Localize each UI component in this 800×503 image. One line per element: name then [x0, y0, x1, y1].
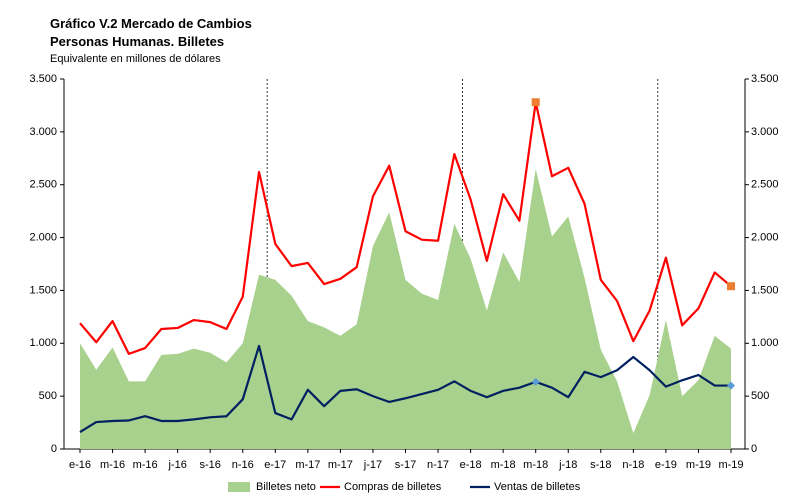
y2-tick-label: 3.500 — [751, 73, 779, 85]
chart-title: Gráfico V.2 Mercado de Cambios — [50, 16, 252, 31]
y-tick-label: 2.500 — [29, 179, 57, 191]
y-tick-label: 3.000 — [29, 126, 57, 138]
x-tick-label: e-16 — [69, 459, 91, 471]
chart-subtitle: Personas Humanas. Billetes — [50, 34, 224, 49]
line-series — [79, 344, 731, 434]
x-tick-label: s-18 — [590, 459, 611, 471]
y-tick-label: 500 — [39, 390, 57, 402]
y2-tick-label: 2.500 — [751, 179, 779, 191]
y2-tick-label: 1.500 — [751, 284, 779, 296]
y2-tick-label: 3.000 — [751, 126, 779, 138]
x-tick-label: m-17 — [295, 459, 320, 471]
x-tick-label: e-17 — [264, 459, 286, 471]
x-tick-label: m-19 — [686, 459, 711, 471]
line-series — [79, 101, 732, 355]
y-tick-label: 2.000 — [29, 231, 57, 243]
x-tick-label: m-18 — [523, 459, 548, 471]
x-tick-label: s-16 — [199, 459, 220, 471]
highlight-marker — [727, 282, 735, 291]
area-series — [80, 168, 731, 449]
legend-label: Billetes neto — [256, 481, 316, 493]
legend-label: Compras de billetes — [344, 481, 442, 493]
x-tick-label: m-17 — [328, 459, 353, 471]
y-tick-label: 1.000 — [29, 337, 57, 349]
y2-tick-label: 500 — [751, 390, 769, 402]
x-tick-label: e-18 — [460, 459, 482, 471]
x-tick-label: n-18 — [622, 459, 644, 471]
x-tick-label: e-19 — [655, 459, 677, 471]
highlight-marker — [727, 381, 735, 390]
x-tick-label: m-19 — [718, 459, 743, 471]
x-tick-label: m-16 — [100, 459, 125, 471]
y2-tick-label: 0 — [751, 443, 757, 455]
y2-tick-label: 1.000 — [751, 337, 779, 349]
y2-tick-label: 2.000 — [751, 231, 779, 243]
highlight-marker — [531, 377, 540, 386]
x-tick-label: m-18 — [491, 459, 516, 471]
x-tick-label: s-17 — [395, 459, 416, 471]
y-axis-label: Equivalente en millones de dólares — [50, 53, 221, 65]
x-tick-label: j-16 — [167, 459, 186, 471]
x-tick-label: j-18 — [558, 459, 577, 471]
highlight-marker — [531, 98, 540, 107]
x-tick-label: n-16 — [232, 459, 254, 471]
y-tick-label: 1.500 — [29, 284, 57, 296]
x-tick-label: n-17 — [427, 459, 449, 471]
x-tick-label: m-16 — [133, 459, 158, 471]
legend-label: Ventas de billetes — [494, 481, 581, 493]
y-tick-label: 0 — [51, 443, 57, 455]
x-tick-label: j-17 — [363, 459, 382, 471]
y-tick-label: 3.500 — [29, 73, 57, 85]
legend-swatch — [228, 482, 250, 492]
